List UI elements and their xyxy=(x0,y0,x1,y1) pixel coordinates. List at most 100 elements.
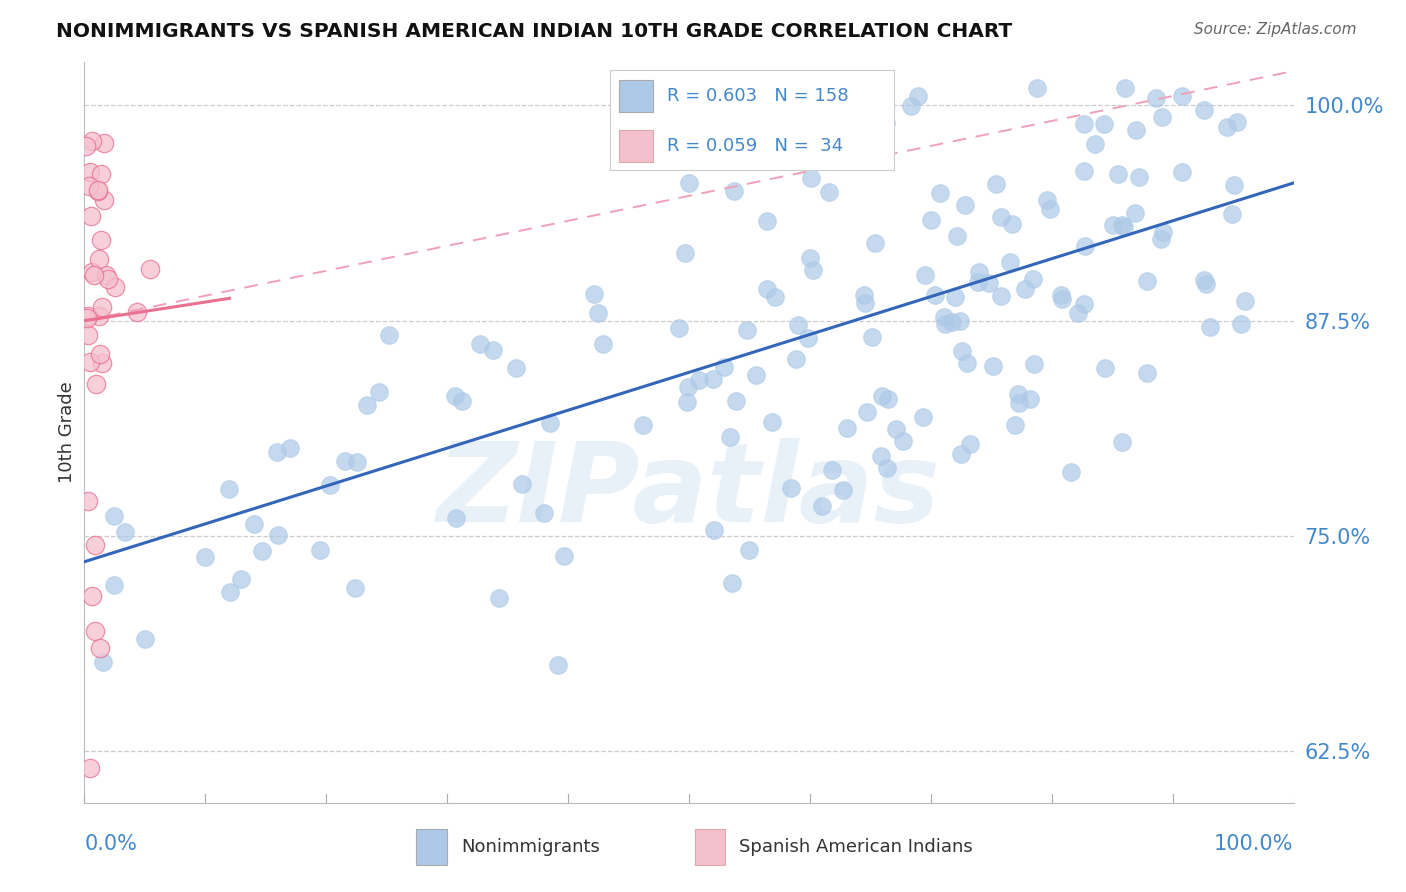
Point xyxy=(907,89,929,103)
Point xyxy=(90,356,112,370)
Point xyxy=(703,524,725,538)
Point xyxy=(1025,81,1047,95)
Point xyxy=(821,463,844,477)
Point xyxy=(673,246,696,260)
Point xyxy=(367,384,389,399)
Point xyxy=(103,578,125,592)
Point xyxy=(1000,217,1022,231)
Point xyxy=(884,422,907,436)
Point xyxy=(990,289,1012,303)
Point xyxy=(80,209,103,223)
Point xyxy=(1067,306,1090,320)
Point xyxy=(344,582,367,596)
Point xyxy=(1125,123,1147,137)
Point xyxy=(1195,277,1218,292)
Point xyxy=(93,136,115,151)
Point xyxy=(725,393,748,408)
Point xyxy=(835,421,858,435)
Point xyxy=(981,359,1004,374)
Point xyxy=(959,437,981,451)
Point xyxy=(83,624,105,638)
Point xyxy=(900,98,922,112)
Point xyxy=(1024,357,1046,371)
Point xyxy=(990,210,1012,224)
Point xyxy=(346,455,368,469)
Point xyxy=(1114,81,1136,95)
Point xyxy=(870,388,893,402)
Point xyxy=(1194,273,1216,287)
Point xyxy=(1004,417,1026,432)
Text: NONIMMIGRANTS VS SPANISH AMERICAN INDIAN 10TH GRADE CORRELATION CHART: NONIMMIGRANTS VS SPANISH AMERICAN INDIAN… xyxy=(56,22,1012,41)
Point xyxy=(977,276,1000,290)
Text: ZIPatlas: ZIPatlas xyxy=(437,438,941,545)
Point xyxy=(134,632,156,646)
Point xyxy=(103,509,125,524)
Point xyxy=(1092,117,1115,131)
Point xyxy=(82,134,104,148)
Point xyxy=(89,347,111,361)
Point xyxy=(787,318,810,333)
Point xyxy=(966,276,988,290)
Text: 100.0%: 100.0% xyxy=(1215,834,1294,854)
Point xyxy=(718,430,741,444)
Point xyxy=(87,184,110,198)
Point xyxy=(505,360,527,375)
Point xyxy=(934,310,956,324)
Point xyxy=(250,543,273,558)
Point xyxy=(945,290,967,304)
Point xyxy=(125,304,148,318)
Point xyxy=(450,394,472,409)
Point xyxy=(1073,117,1095,131)
Point xyxy=(1136,366,1159,380)
Point xyxy=(83,537,105,551)
Point xyxy=(229,573,252,587)
Point xyxy=(856,405,879,419)
Point xyxy=(1014,281,1036,295)
Point xyxy=(533,506,555,520)
Point xyxy=(1107,167,1129,181)
Point xyxy=(243,517,266,532)
Point xyxy=(586,306,609,320)
Point xyxy=(76,328,98,343)
Point xyxy=(93,193,115,207)
Point xyxy=(1144,91,1167,105)
Point xyxy=(852,288,875,302)
Point xyxy=(924,288,946,302)
Point xyxy=(797,331,820,345)
Point xyxy=(1192,103,1215,118)
Point xyxy=(721,576,744,591)
Point xyxy=(1152,225,1174,239)
Point xyxy=(79,165,101,179)
Point xyxy=(75,139,97,153)
Point xyxy=(114,524,136,539)
Point xyxy=(801,262,824,277)
Point xyxy=(553,549,575,563)
Point xyxy=(800,171,823,186)
Point xyxy=(76,311,98,326)
Point xyxy=(668,321,690,335)
Point xyxy=(90,300,112,314)
Point xyxy=(444,511,467,525)
Point xyxy=(949,314,972,328)
Text: 0.0%: 0.0% xyxy=(84,834,138,854)
Point xyxy=(920,213,942,227)
Point xyxy=(90,167,112,181)
Point xyxy=(967,265,990,279)
Point xyxy=(688,373,710,387)
Point xyxy=(1052,293,1074,307)
Point xyxy=(1229,318,1251,332)
Point xyxy=(1171,89,1194,103)
Point xyxy=(80,265,103,279)
Point xyxy=(83,268,105,283)
Point xyxy=(1226,114,1249,128)
Point xyxy=(912,409,935,424)
Point xyxy=(862,154,884,169)
Point xyxy=(592,337,614,351)
Point xyxy=(1111,219,1133,233)
Point xyxy=(267,528,290,542)
Point xyxy=(810,499,832,513)
Point xyxy=(1007,387,1029,401)
Point xyxy=(1073,297,1095,311)
Point xyxy=(1216,120,1239,134)
Point xyxy=(1073,164,1095,178)
